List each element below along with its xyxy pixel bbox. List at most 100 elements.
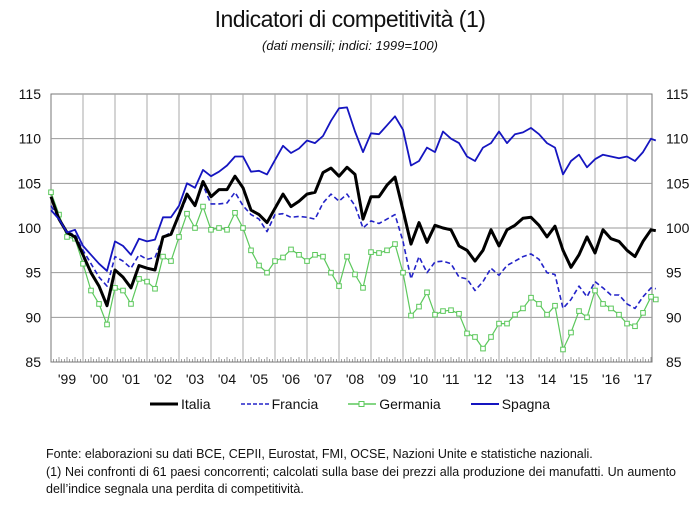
data-point-germania	[576, 308, 582, 314]
chart-subtitle: (dati mensili; indici: 1999=100)	[262, 38, 438, 53]
x-tick-label: '01	[122, 371, 140, 387]
y-tick-label-left: 105	[18, 175, 42, 191]
x-tick-label: '06	[282, 371, 300, 387]
data-point-germania	[208, 226, 214, 233]
data-point-germania	[192, 225, 198, 231]
y-tick-label-right: 100	[666, 220, 690, 236]
data-point-germania	[120, 287, 126, 294]
data-point-germania	[128, 301, 134, 307]
data-point-germania	[552, 302, 558, 309]
line-chart: 85 85 90 90 95 95 100 100 105 105 110 110 115 115 '99 '…	[18, 86, 690, 387]
data-point-germania	[432, 311, 438, 318]
legend-item-germania: Germania	[348, 396, 441, 412]
x-tick-label: '99	[58, 371, 76, 387]
y-tick-label-left: 100	[18, 220, 42, 236]
footnote-1: (1) Nei confronti di 61 paesi concorrent…	[46, 464, 676, 497]
data-point-germania	[653, 296, 659, 303]
data-point-germania	[520, 305, 526, 312]
data-point-germania	[328, 269, 334, 276]
legend-item-francia: Francia	[240, 396, 319, 412]
data-point-germania	[200, 203, 206, 210]
data-point-germania	[480, 345, 486, 352]
data-point-germania	[400, 269, 406, 276]
data-point-germania	[600, 301, 606, 307]
data-point-germania	[176, 234, 182, 240]
data-point-germania	[240, 225, 246, 231]
chart-title: Indicatori di competitività (1)	[214, 6, 486, 32]
data-point-germania	[88, 287, 94, 294]
data-point-germania	[416, 303, 422, 310]
y-tick-label-right: 105	[666, 175, 690, 191]
data-point-germania	[592, 287, 598, 294]
data-point-germania	[376, 250, 382, 256]
data-point-germania	[448, 307, 454, 313]
x-tick-label: '08	[346, 371, 364, 387]
data-point-germania	[560, 346, 566, 353]
x-tick-label: '15	[570, 371, 588, 387]
y-tick-label-right: 115	[666, 86, 689, 102]
data-point-germania	[456, 310, 462, 317]
data-point-germania	[352, 271, 358, 278]
x-tick-label: '03	[186, 371, 204, 387]
data-point-germania	[296, 252, 302, 258]
legend: Italia Francia Germania Spagna	[0, 396, 700, 412]
legend-swatch-francia	[240, 403, 269, 405]
y-tick-label-right: 95	[666, 265, 682, 281]
data-point-germania	[424, 289, 430, 296]
y-tick-label-right: 90	[666, 309, 682, 325]
legend-label: Germania	[379, 396, 441, 412]
x-tick-label: '04	[218, 371, 236, 387]
series-line-spagna	[50, 106, 657, 272]
data-point-germania	[392, 241, 398, 247]
legend-label: Francia	[271, 396, 319, 412]
data-point-germania	[104, 321, 110, 328]
x-tick-label: '00	[90, 371, 108, 387]
footnotes: Fonte: elaborazioni su dati BCE, CEPII, …	[46, 446, 676, 499]
x-tick-label: '02	[154, 371, 172, 387]
data-point-germania	[344, 253, 350, 260]
y-tick-label-right: 85	[666, 354, 682, 370]
series-line-italia	[49, 165, 657, 308]
x-tick-label: '09	[378, 371, 396, 387]
data-point-germania	[136, 276, 142, 282]
y-tick-label-left: 90	[25, 309, 41, 325]
data-point-germania	[608, 305, 614, 312]
data-point-germania	[320, 253, 326, 260]
data-point-germania	[648, 293, 654, 300]
legend-item-spagna: Spagna	[470, 396, 550, 412]
y-tick-label-left: 110	[19, 131, 42, 147]
source-note: Fonte: elaborazioni su dati BCE, CEPII, …	[46, 447, 593, 461]
legend-swatch-germania	[348, 401, 377, 407]
data-point-germania	[224, 226, 230, 233]
data-point-germania	[632, 323, 638, 330]
data-point-germania	[384, 247, 390, 254]
legend-swatch-spagna	[470, 403, 499, 405]
legend-label: Spagna	[501, 396, 550, 412]
data-point-germania	[96, 301, 102, 307]
data-point-germania	[264, 269, 270, 276]
data-point-germania	[440, 308, 446, 314]
data-point-germania	[216, 225, 222, 231]
data-point-germania	[544, 311, 550, 318]
data-point-germania	[472, 334, 478, 340]
x-tick-label: '13	[506, 371, 524, 387]
data-point-germania	[512, 311, 518, 318]
data-point-germania	[616, 311, 622, 318]
data-point-germania	[496, 320, 502, 327]
data-point-germania	[248, 247, 254, 254]
x-tick-label: '17	[634, 371, 652, 387]
legend-item-italia: Italia	[149, 396, 211, 412]
data-point-germania	[160, 253, 166, 260]
data-point-germania	[464, 330, 470, 337]
data-point-germania	[272, 258, 278, 264]
data-point-germania	[528, 294, 534, 301]
data-point-germania	[256, 262, 262, 269]
legend-swatch-italia	[149, 402, 178, 406]
legend-label: Italia	[180, 396, 211, 412]
y-tick-label-left: 95	[25, 265, 41, 281]
data-point-germania	[144, 278, 150, 285]
data-point-germania	[584, 314, 590, 321]
x-tick-label: '11	[442, 371, 459, 387]
data-point-germania	[280, 254, 286, 261]
data-point-germania	[640, 310, 646, 316]
